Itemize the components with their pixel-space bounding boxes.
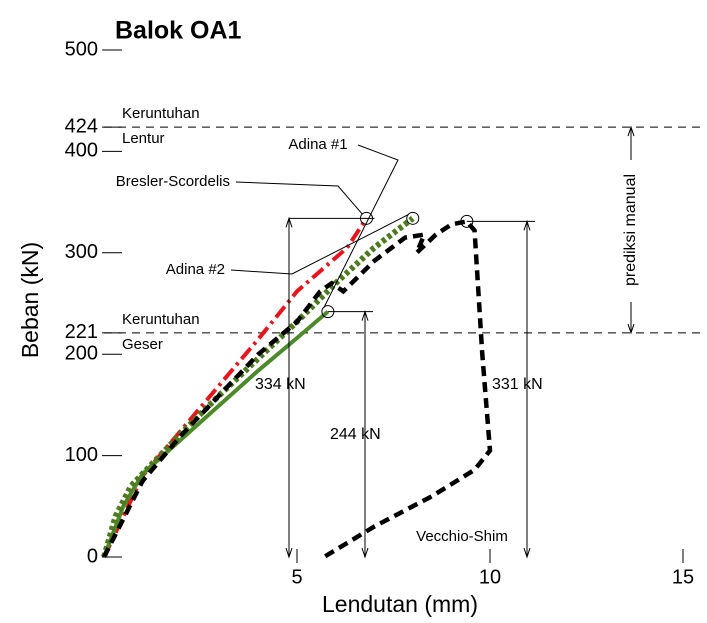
y-tick-label: 424 xyxy=(65,115,98,137)
y-tick-label: 500 xyxy=(65,38,98,60)
series-line xyxy=(102,217,369,558)
x-tick-label: 5 xyxy=(291,566,302,588)
leader xyxy=(323,144,399,308)
reference-label: Keruntuhan xyxy=(122,311,200,328)
leader xyxy=(230,213,410,275)
annotation: 244 kN xyxy=(330,426,381,443)
y-tick-label: 221 xyxy=(65,321,98,343)
end-marker xyxy=(406,211,420,225)
y-tick-label: 100 xyxy=(65,444,98,466)
reference-label: Geser xyxy=(122,336,163,353)
y-tick-label: 400 xyxy=(65,140,98,162)
series-label: Adina #1 xyxy=(288,136,347,153)
arrow xyxy=(285,216,293,559)
series-line xyxy=(102,310,330,558)
x-axis-label: Lendutan (mm) xyxy=(322,591,478,617)
y-axis-label: Beban (kN) xyxy=(17,242,43,358)
annotation: prediksi manual xyxy=(622,174,639,286)
y-tick-label: 0 xyxy=(87,545,98,567)
series-label: Adina #2 xyxy=(166,261,225,278)
x-tick-label: 10 xyxy=(479,566,501,588)
annotation: 334 kN xyxy=(255,376,306,393)
x-tick-label: 15 xyxy=(672,566,694,588)
y-tick-label: 200 xyxy=(65,342,98,364)
annotation: 331 kN xyxy=(492,376,543,393)
reference-label: Keruntuhan xyxy=(122,105,200,122)
chart-title: Balok OA1 xyxy=(115,17,242,45)
series-label: Vecchio-Shim xyxy=(416,528,508,545)
arrow xyxy=(523,219,531,559)
reference-label: Lentur xyxy=(122,130,165,147)
arrow xyxy=(627,125,635,335)
y-tick-label: 300 xyxy=(65,241,98,263)
leader xyxy=(235,181,363,215)
series-label: Bresler-Scordelis xyxy=(116,173,230,190)
arrow xyxy=(361,310,369,559)
